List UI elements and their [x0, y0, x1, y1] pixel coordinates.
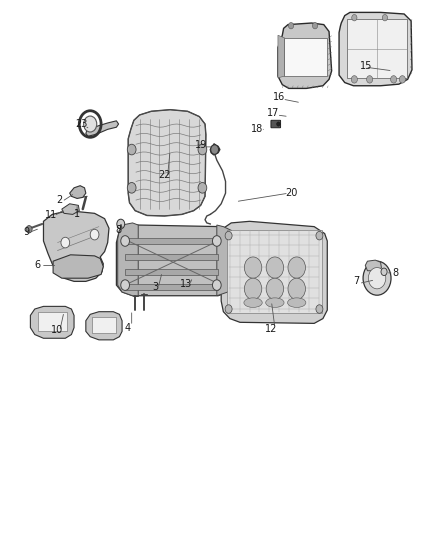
Text: 2: 2: [57, 195, 63, 205]
Polygon shape: [128, 110, 206, 216]
Text: 8: 8: [116, 225, 122, 236]
Polygon shape: [285, 38, 327, 76]
Text: 13: 13: [180, 279, 192, 288]
Circle shape: [225, 231, 232, 240]
Circle shape: [211, 145, 219, 155]
Circle shape: [288, 257, 305, 278]
Circle shape: [381, 268, 387, 276]
Circle shape: [84, 116, 97, 132]
Circle shape: [117, 219, 125, 229]
Circle shape: [266, 257, 284, 278]
Text: 15: 15: [360, 61, 373, 70]
Circle shape: [212, 236, 221, 246]
Circle shape: [367, 76, 373, 83]
FancyBboxPatch shape: [271, 120, 281, 128]
Circle shape: [266, 278, 284, 300]
Ellipse shape: [288, 298, 306, 308]
Polygon shape: [92, 317, 117, 333]
Circle shape: [225, 305, 232, 313]
Polygon shape: [118, 223, 138, 296]
Text: 1: 1: [74, 209, 80, 220]
Polygon shape: [339, 12, 412, 86]
Text: 12: 12: [265, 324, 278, 334]
Polygon shape: [30, 306, 74, 338]
Circle shape: [382, 14, 388, 21]
Circle shape: [127, 144, 136, 155]
Polygon shape: [70, 185, 86, 198]
Text: 8: 8: [393, 268, 399, 278]
Circle shape: [121, 236, 130, 246]
Polygon shape: [125, 238, 218, 244]
Text: 7: 7: [353, 277, 360, 286]
Circle shape: [244, 278, 262, 300]
Text: 11: 11: [45, 210, 57, 220]
Circle shape: [198, 144, 207, 155]
Circle shape: [198, 182, 207, 193]
Circle shape: [121, 280, 130, 290]
Polygon shape: [43, 211, 109, 281]
Polygon shape: [117, 225, 234, 296]
Polygon shape: [365, 260, 381, 271]
Polygon shape: [125, 269, 218, 275]
Text: 4: 4: [124, 323, 131, 333]
Text: 19: 19: [194, 140, 207, 150]
Polygon shape: [278, 35, 285, 78]
Polygon shape: [86, 312, 122, 340]
Text: 22: 22: [158, 170, 171, 180]
Polygon shape: [278, 23, 332, 88]
Text: 10: 10: [51, 325, 64, 335]
Circle shape: [212, 280, 221, 290]
Circle shape: [368, 268, 386, 289]
Circle shape: [316, 305, 323, 313]
Text: 23: 23: [75, 119, 88, 129]
Circle shape: [288, 278, 305, 300]
Circle shape: [288, 22, 293, 29]
Polygon shape: [347, 19, 407, 78]
Circle shape: [61, 237, 70, 248]
Circle shape: [316, 231, 323, 240]
Text: 16: 16: [273, 92, 286, 102]
Ellipse shape: [244, 298, 262, 308]
Circle shape: [399, 76, 406, 83]
Text: 9: 9: [23, 228, 29, 238]
Circle shape: [26, 225, 32, 233]
Polygon shape: [125, 284, 218, 290]
Circle shape: [352, 14, 357, 21]
Polygon shape: [217, 225, 234, 296]
Circle shape: [244, 257, 262, 278]
Circle shape: [363, 261, 391, 295]
Polygon shape: [221, 221, 327, 324]
Text: 17: 17: [267, 108, 280, 118]
Circle shape: [90, 229, 99, 240]
Text: 20: 20: [285, 188, 297, 198]
Polygon shape: [38, 312, 67, 332]
Circle shape: [312, 22, 318, 29]
Polygon shape: [62, 204, 79, 214]
Circle shape: [127, 182, 136, 193]
Circle shape: [351, 76, 357, 83]
Text: 6: 6: [35, 261, 41, 270]
Circle shape: [391, 76, 397, 83]
Circle shape: [277, 122, 280, 126]
Text: 18: 18: [251, 124, 264, 134]
Polygon shape: [86, 121, 119, 136]
Polygon shape: [125, 254, 218, 260]
Polygon shape: [53, 255, 103, 278]
Polygon shape: [227, 230, 321, 313]
Text: 3: 3: [152, 282, 159, 292]
Ellipse shape: [266, 298, 284, 308]
